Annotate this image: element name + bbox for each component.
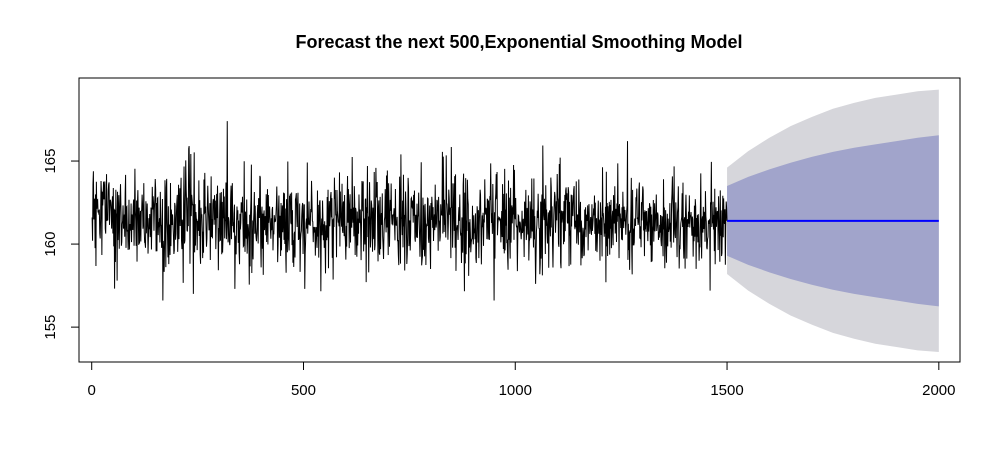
x-tick-label: 1000: [499, 382, 532, 399]
observed-series-line: [91, 121, 728, 301]
y-tick-label: 155: [42, 315, 59, 340]
chart-title: Forecast the next 500,Exponential Smooth…: [295, 32, 742, 52]
observed-series-layer: [91, 121, 728, 301]
x-tick-label: 0: [88, 382, 96, 399]
x-tick-label: 500: [291, 382, 316, 399]
y-tick-label: 165: [42, 149, 59, 174]
x-axis: 0 500 1000 1500 2000: [88, 361, 956, 399]
y-tick-label: 160: [42, 232, 59, 257]
x-tick-label: 1500: [710, 382, 743, 399]
x-tick-label: 2000: [922, 382, 955, 399]
y-axis: 155 160 165: [42, 149, 80, 340]
